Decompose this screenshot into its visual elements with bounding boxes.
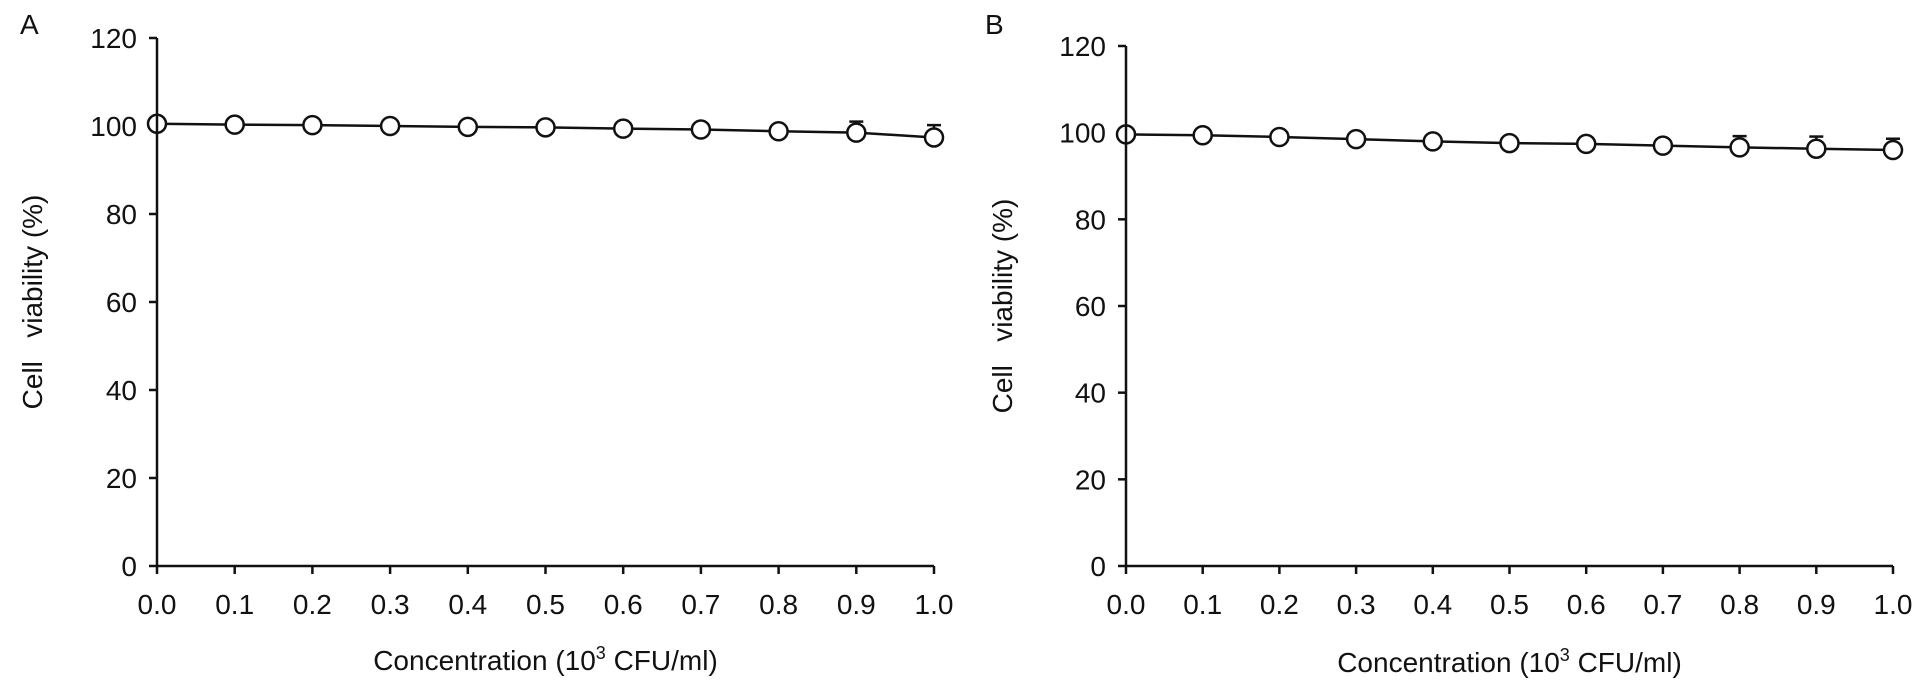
data-point [1882,139,1904,161]
data-point [1806,138,1827,159]
x-tick-label: 0.7 [681,589,720,620]
x-tick-label: 0.7 [1643,589,1682,620]
data-point [302,114,323,136]
x-tick-label: 0.4 [448,589,487,620]
x-axis-title-tail: CFU/ml) [1570,647,1682,678]
x-tick-label: 0.8 [759,589,798,620]
series-viability [146,113,945,148]
data-point [612,118,634,139]
data-point [535,117,556,138]
panel-letter: B [985,9,1004,40]
y-tick-label: 100 [90,111,137,142]
x-tick-label: 1.0 [915,589,954,620]
y-tick-label: 20 [106,463,137,494]
y-axis-ticks: 0 20 40 60 80 100 120 [90,23,157,582]
data-point [1499,132,1520,154]
x-tick-label: 0.1 [1183,589,1222,620]
x-tick-label: 0.0 [1107,589,1146,620]
data-point [1192,125,1213,146]
y-axis-title: Cell viability (%) [17,195,48,410]
y-tick-label: 120 [90,23,137,54]
y-tick-label: 80 [106,199,137,230]
x-tick-label: 0.5 [526,589,565,620]
y-tick-label: 60 [106,287,137,318]
x-tick-label: 0.2 [1260,589,1299,620]
y-axis-ticks: 0 20 40 60 80 100 120 [1059,31,1126,582]
x-axis-title-superscript: 3 [596,643,606,663]
data-point [224,114,245,135]
y-tick-label: 0 [1090,551,1106,582]
y-tick-label: 60 [1075,291,1106,322]
axes [1124,46,1893,568]
x-axis-title-tail: CFU/ml) [606,645,718,676]
x-axis-ticks: 0.0 0.1 0.2 0.3 0.4 0.5 0.6 0.7 0.8 0.9 1.0 [1107,566,1913,620]
x-tick-label: 0.6 [1567,589,1606,620]
x-axis-title-main: Concentration (10 [1337,647,1560,678]
x-tick-label: 0.2 [293,589,332,620]
x-tick-label: 0.4 [1413,589,1452,620]
y-tick-label: 0 [121,551,137,582]
y-tick-label: 20 [1075,464,1106,495]
data-point [1269,126,1290,148]
y-axis-title: Cell viability (%) [987,199,1018,414]
data-point [379,115,401,137]
y-tick-label: 40 [1075,378,1106,409]
x-tick-label: 0.6 [604,589,643,620]
data-point [1575,133,1597,155]
x-tick-label: 0.3 [1337,589,1376,620]
y-tick-label: 40 [106,375,137,406]
x-tick-label: 0.9 [1797,589,1836,620]
x-axis-title: Concentration (103 CFU/ml) [1337,645,1682,678]
data-point [457,116,479,138]
x-axis-title-superscript: 3 [1560,645,1570,665]
x-axis-title: Concentration (103 CFU/ml) [373,643,718,676]
y-tick-label: 80 [1075,204,1106,235]
y-tick-label: 100 [1059,118,1106,149]
x-tick-label: 0.8 [1720,589,1759,620]
data-point [1422,131,1444,152]
data-point [1345,128,1367,150]
x-tick-label: 1.0 [1874,589,1913,620]
data-point [923,127,945,148]
x-tick-label: 0.5 [1490,589,1529,620]
x-tick-label: 0.9 [837,589,876,620]
data-point [1729,137,1750,158]
series-viability [1115,124,1904,161]
data-point [1652,135,1674,156]
data-point [690,119,712,140]
data-point [846,122,867,143]
data-point [768,121,789,142]
x-tick-label: 0.0 [138,589,177,620]
x-tick-label: 0.1 [215,589,254,620]
x-axis-title-main: Concentration (10 [373,645,596,676]
panel-letter: A [20,9,39,40]
x-axis-ticks: 0.0 0.1 0.2 0.3 0.4 0.5 0.6 0.7 0.8 0.9 1.0 [138,566,954,620]
axes [155,38,934,568]
y-tick-label: 120 [1059,31,1106,62]
x-tick-label: 0.3 [371,589,410,620]
